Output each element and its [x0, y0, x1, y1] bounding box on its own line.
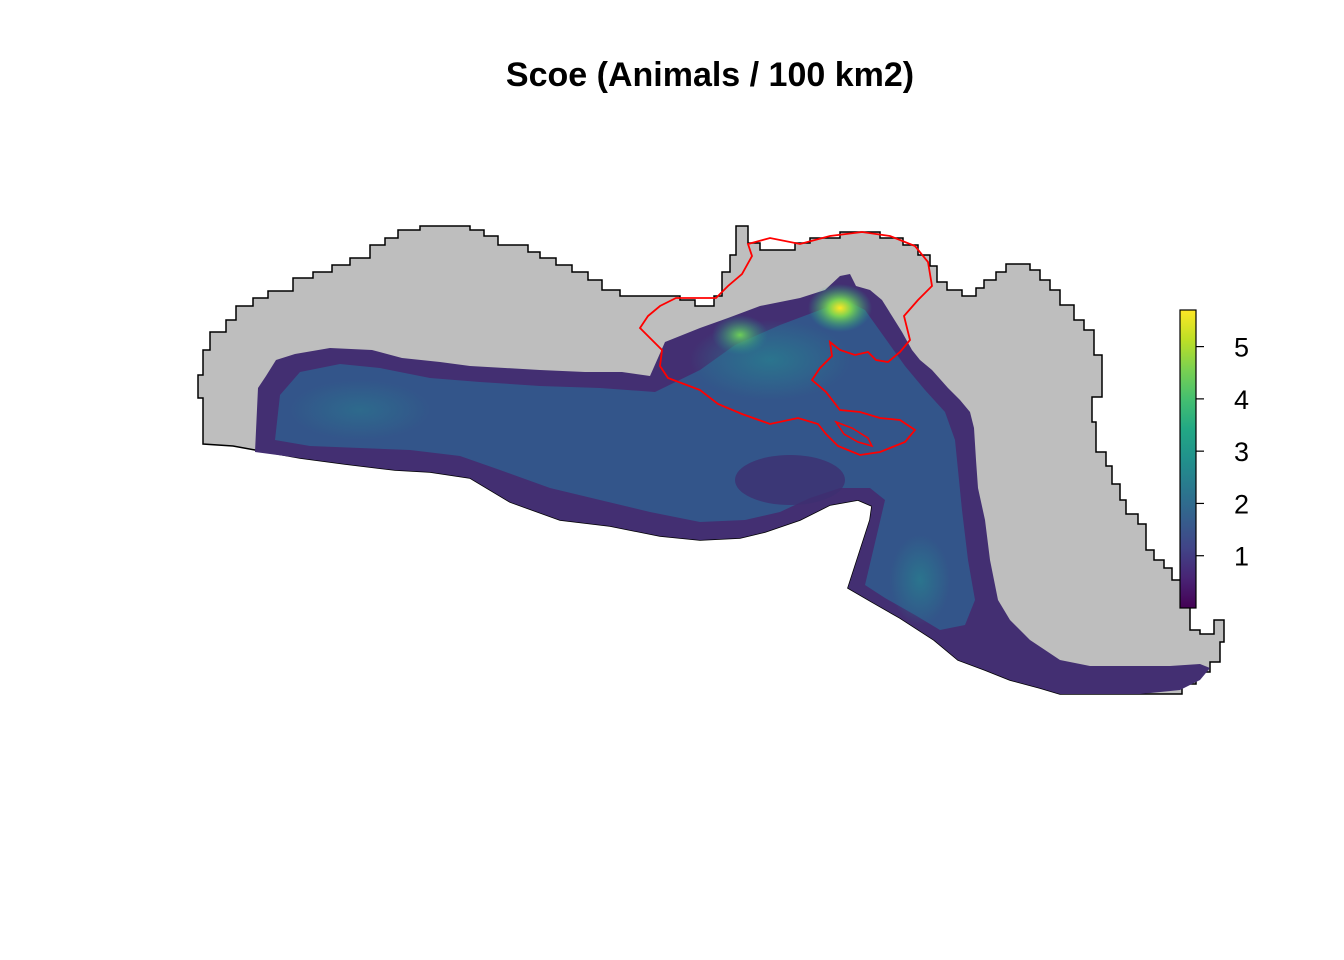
map-title: Scoe (Animals / 100 km2): [505, 56, 915, 94]
legend-tick-label: 5: [1234, 333, 1249, 363]
overlay-boundary: [638, 231, 933, 456]
density-hotspot-primary: [808, 284, 872, 332]
overlay-island: [834, 420, 874, 448]
density-dark-patch: [735, 455, 845, 505]
legend-tick-label: 2: [1234, 489, 1249, 519]
density-mid-glow-west: [290, 380, 430, 440]
density-mid-glow-south: [890, 535, 950, 625]
density-raster: [255, 274, 1210, 694]
legend-tick-label: 3: [1234, 437, 1249, 467]
legend-colorbar: [1179, 309, 1197, 609]
legend-tick-label: 1: [1234, 542, 1249, 572]
legend-tick-label: 4: [1234, 385, 1249, 415]
legend-ticks: 1 2 3 4 5: [1196, 333, 1249, 572]
legend: 1 2 3 4 5: [1179, 309, 1249, 609]
density-hotspot-secondary: [712, 315, 768, 355]
